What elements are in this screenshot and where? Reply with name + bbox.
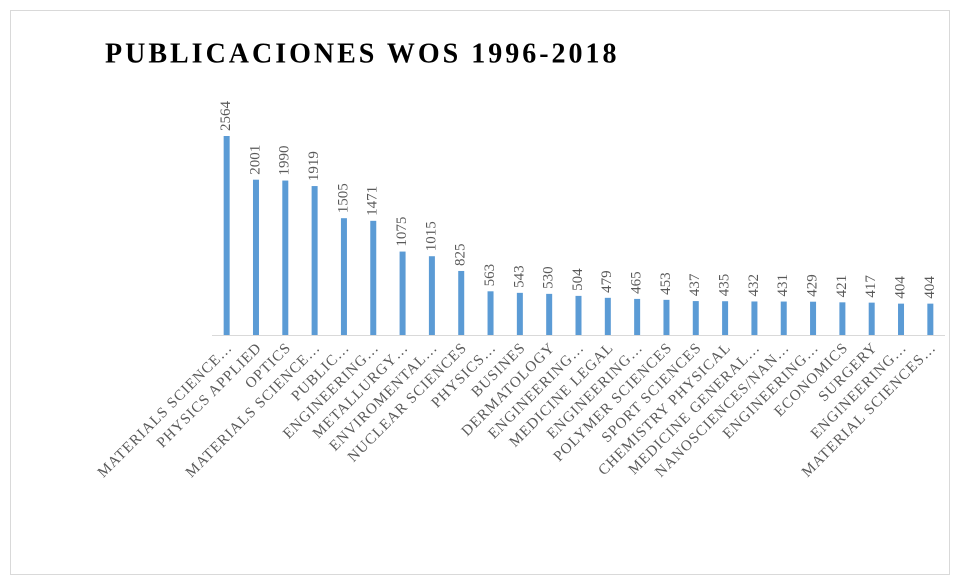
value-label: 1075	[394, 217, 410, 247]
bar	[370, 220, 377, 335]
bar	[604, 297, 611, 335]
value-label: 1471	[365, 186, 381, 216]
value-label: 429	[804, 274, 820, 297]
value-label: 465	[629, 271, 645, 294]
value-label: 437	[687, 273, 703, 296]
value-label: 453	[658, 272, 674, 295]
value-label: 479	[599, 270, 615, 293]
value-label: 563	[482, 264, 498, 287]
chart-border	[10, 10, 950, 575]
bar	[252, 179, 259, 335]
value-label: 2564	[218, 101, 234, 132]
value-label: 435	[717, 274, 733, 297]
value-label: 530	[541, 266, 557, 289]
value-label: 1919	[306, 151, 322, 181]
value-label: 431	[775, 274, 791, 297]
value-label: 421	[834, 275, 850, 298]
bar	[663, 299, 670, 335]
bar	[516, 292, 523, 335]
value-label: 2001	[247, 145, 263, 175]
bar	[839, 302, 846, 335]
value-label: 504	[570, 268, 586, 291]
bar	[282, 180, 289, 335]
value-label: 404	[922, 276, 938, 299]
value-label: 1990	[277, 146, 293, 176]
bar	[898, 303, 905, 335]
bar	[868, 302, 875, 335]
value-label: 404	[892, 276, 908, 299]
value-label: 417	[863, 275, 879, 298]
bar	[340, 218, 347, 335]
value-label: 825	[453, 243, 469, 266]
bar	[927, 303, 934, 335]
value-label: 1015	[423, 221, 439, 251]
bar	[311, 186, 318, 335]
bar	[692, 301, 699, 335]
bar	[223, 136, 230, 335]
bar	[575, 295, 582, 335]
bar	[487, 291, 494, 335]
value-label: 543	[511, 265, 527, 288]
bar	[634, 298, 641, 335]
bar	[546, 293, 553, 335]
chart-title: PUBLICACIONES WOS 1996-2018	[105, 38, 620, 69]
bar	[458, 270, 465, 335]
bar	[751, 301, 758, 335]
bar	[780, 301, 787, 335]
value-label: 1505	[335, 183, 351, 213]
value-label: 432	[746, 274, 762, 297]
bar	[428, 256, 435, 335]
bar	[722, 301, 729, 335]
bar	[810, 301, 817, 335]
bar	[399, 251, 406, 335]
